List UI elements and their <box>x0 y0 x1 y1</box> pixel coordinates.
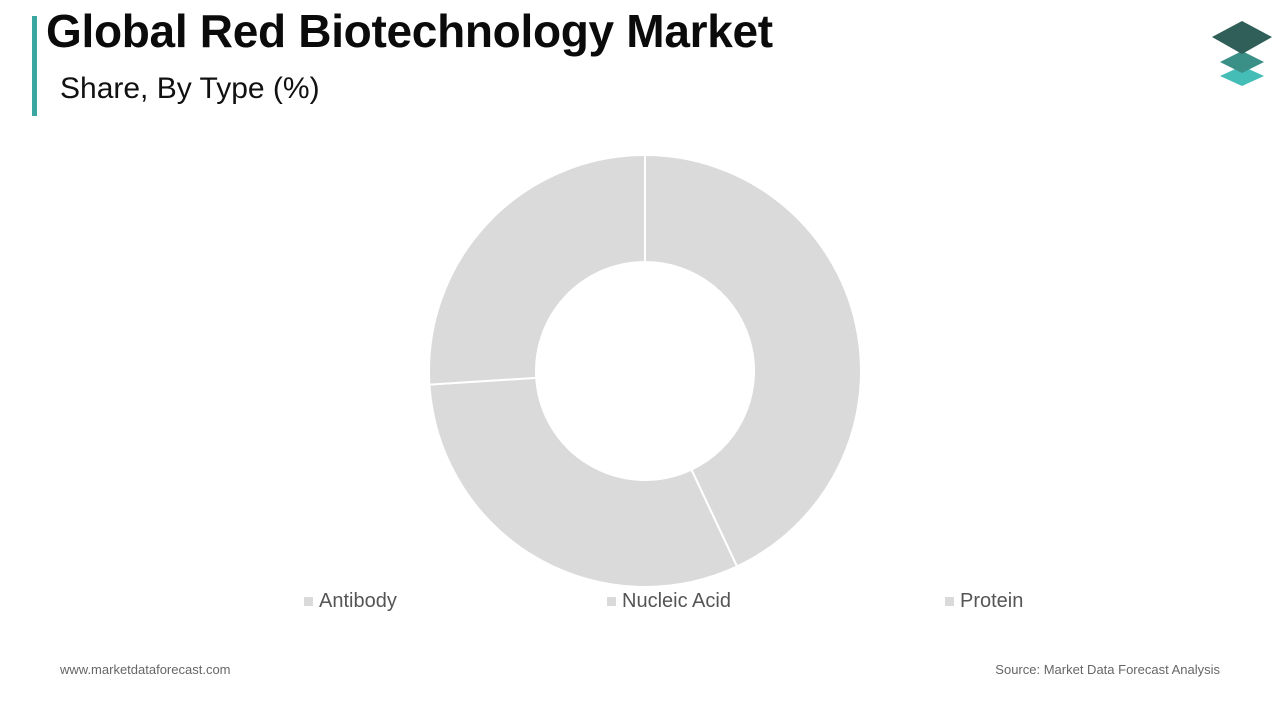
donut-slice-antibody <box>644 153 862 568</box>
donut-slice-protein <box>428 153 646 386</box>
legend-swatch <box>607 596 616 606</box>
footer-website: www.marketdataforecast.com <box>60 662 231 677</box>
title-accent-bar <box>32 16 37 116</box>
footer-source: Source: Market Data Forecast Analysis <box>995 662 1220 677</box>
legend-item-antibody: Antibody <box>304 589 397 613</box>
donut-slice-nucleic-acid <box>428 376 739 588</box>
legend-label-nucleic-acid: Nucleic Acid <box>622 589 731 612</box>
stacked-layers-logo-icon <box>1212 21 1272 86</box>
chart-title: Global Red Biotechnology Market <box>46 5 773 57</box>
legend-swatch <box>945 596 954 606</box>
legend-item-protein: Protein <box>945 589 1023 613</box>
chart-subtitle: Share, By Type (%) <box>60 72 320 105</box>
legend-swatch <box>304 596 313 606</box>
legend-label-antibody: Antibody <box>319 589 397 612</box>
legend-label-protein: Protein <box>960 589 1024 612</box>
legend-item-nucleic-acid: Nucleic Acid <box>607 589 731 613</box>
